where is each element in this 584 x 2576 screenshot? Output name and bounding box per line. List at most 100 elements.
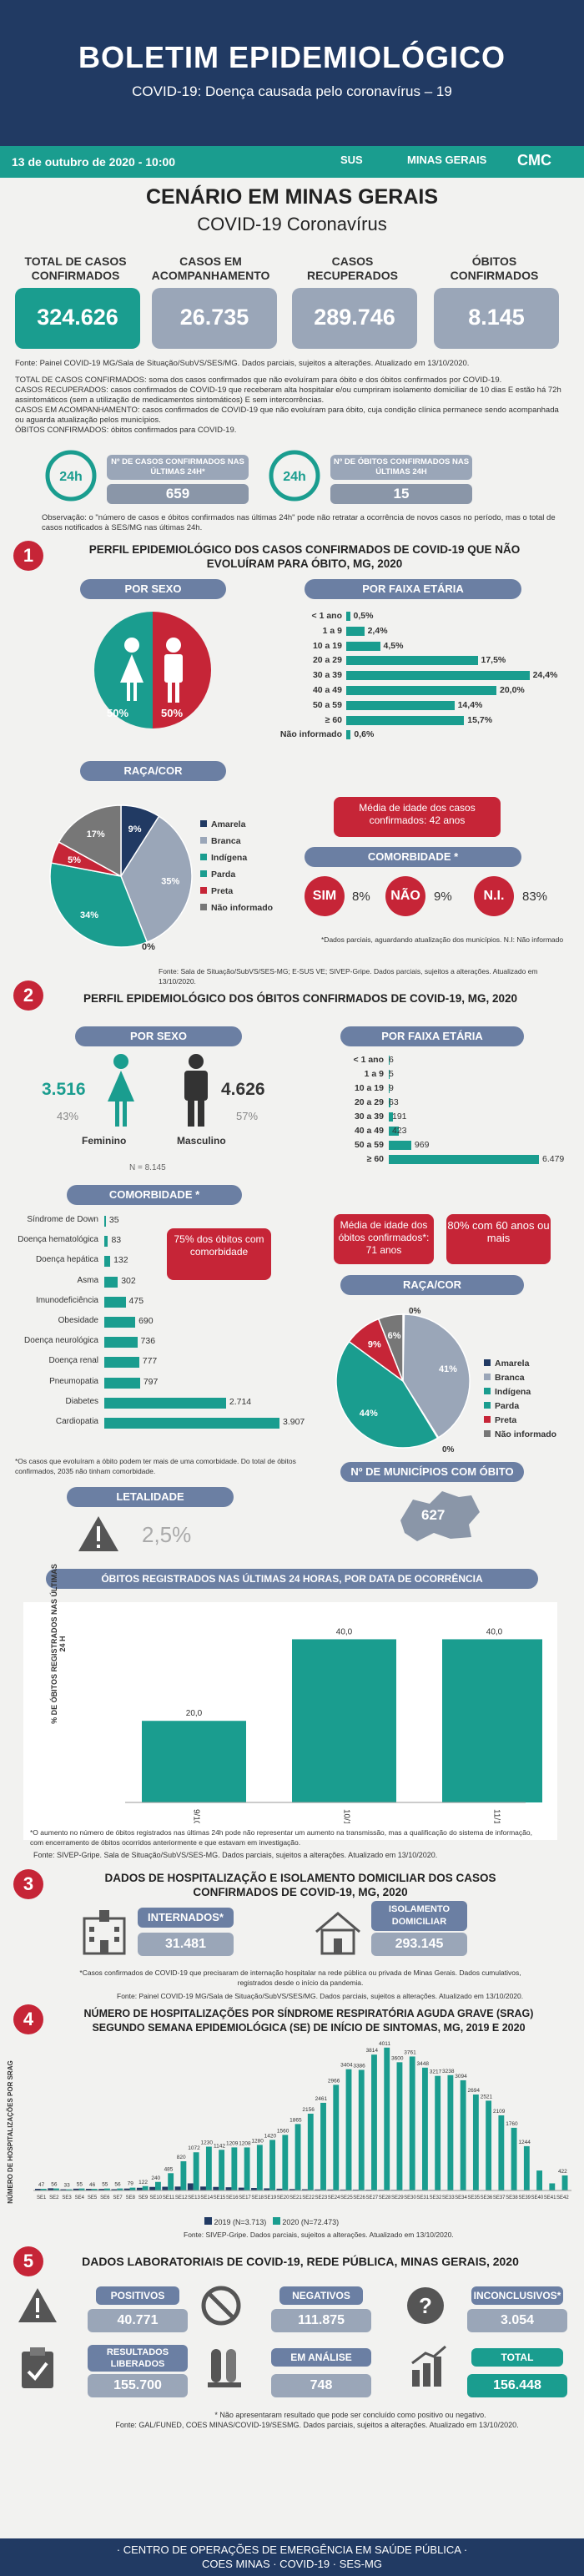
comorb-ni-badge: N.I.	[474, 876, 514, 916]
legend-2019: 2019 (N=3.713)	[214, 2218, 267, 2226]
monitoring-cases-card: 26.735	[152, 288, 277, 349]
age-label: 50 a 59	[354, 1140, 384, 1150]
municipalities-pill: Nº DE MUNICÍPIOS COM ÓBITO	[340, 1462, 524, 1482]
lethality-value: 2,5%	[142, 1522, 192, 1547]
bar-2020	[384, 2047, 390, 2190]
bar-2020	[358, 2069, 365, 2190]
legend-swatch	[200, 904, 207, 910]
bar-value-label: 55	[77, 2182, 83, 2188]
bar-2020	[345, 2069, 352, 2190]
legend-2020: 2020 (N=72.473)	[282, 2218, 340, 2226]
age-value: 4,5%	[383, 640, 404, 651]
age-value: 969	[414, 1140, 430, 1150]
comorbidity-bar	[104, 1296, 126, 1308]
age-bar	[346, 730, 351, 740]
female-deaths-pct: 43%	[57, 1110, 79, 1122]
pie-label: 9%	[128, 824, 142, 834]
isolation-value: 293.145	[371, 1933, 467, 1956]
section-number: 2	[13, 980, 43, 1011]
bar-value-label: 1244	[518, 2140, 531, 2145]
hospitalized-label: INTERNADOS*	[138, 1908, 234, 1928]
comorbidity-value: 132	[113, 1255, 128, 1266]
legend-swatch	[484, 1402, 491, 1409]
bar-2019	[162, 2186, 169, 2190]
pie-slice	[49, 862, 149, 948]
bar-2020	[396, 2062, 403, 2190]
legend-item: Branca	[484, 1373, 525, 1383]
age-value: 0,6%	[354, 729, 375, 740]
sex-pill: POR SEXO	[75, 1026, 242, 1046]
svg-text:24h: 24h	[283, 470, 306, 484]
se-tick: SE40	[531, 2195, 544, 2200]
bar-value-label: 820	[177, 2155, 186, 2160]
comorbidity-value: 2.714	[229, 1396, 252, 1407]
comorbidity-bar	[104, 1276, 118, 1288]
age-label: 10 a 19	[354, 1083, 384, 1093]
bar-value-label: 3814	[366, 2048, 379, 2054]
section-number: 3	[13, 1869, 43, 1899]
median-age-deaths-box: Média de idade dos óbitos confirmados*: …	[334, 1214, 434, 1264]
bar-2020	[333, 2084, 340, 2190]
bar-2020	[561, 2175, 568, 2190]
bar-2020	[117, 2188, 123, 2190]
bar-value-label: 1142	[214, 2143, 225, 2149]
comorbidity-label: Asma	[77, 1275, 98, 1285]
legend-label: Amarela	[495, 1359, 530, 1369]
legend-swatch	[484, 1430, 491, 1437]
bar-value-label: 3386	[353, 2063, 365, 2069]
legend-item: Parda	[484, 1401, 519, 1411]
comorbidity-label: Doença hematológica	[18, 1235, 98, 1245]
comorbidity-value: 302	[121, 1275, 136, 1286]
se-tick: SE12	[175, 2195, 188, 2200]
age-pill: POR FAIXA ETÁRIA	[305, 579, 521, 599]
legend-swatch	[484, 1416, 491, 1423]
comorbidity-bar	[104, 1317, 136, 1328]
scenario-subtitle: COVID-19 Coronavírus	[197, 214, 387, 234]
card-label: ÓBITOS CONFIRMADOS	[450, 255, 539, 282]
se-tick: SE36	[481, 2195, 493, 2200]
legend-item: Preta	[200, 886, 233, 896]
warning-icon	[18, 2288, 57, 2322]
section-title: PERFIL EPIDEMIOLÓGICO DOS ÓBITOS CONFIRM…	[83, 992, 518, 1005]
total-label: TOTAL	[471, 2348, 563, 2367]
bar-2019	[251, 2188, 257, 2190]
bar-2019	[187, 2183, 194, 2190]
bar-2019	[149, 2186, 155, 2190]
comorb-yes-pct: 8%	[352, 890, 370, 904]
definition-note: CASOS EM ACOMPANHAMENTO: casos confirmad…	[15, 406, 559, 425]
section-number: 5	[13, 2246, 43, 2276]
age-bar	[389, 1070, 390, 1079]
bar-2020	[511, 2127, 517, 2190]
section-title: PERFIL EPIDEMIOLÓGICO DOS CASOS CONFIRMA…	[88, 543, 521, 570]
minas-gerais-logo: MINAS GERAIS	[407, 154, 487, 166]
bar-2020	[460, 2079, 466, 2190]
bar-2020	[295, 2124, 301, 2190]
bar-value-label: 56	[51, 2182, 58, 2188]
bar-2020	[282, 2135, 289, 2190]
legend-label: Indígena	[495, 1387, 531, 1397]
bar-2019	[264, 2188, 270, 2190]
definition-note: ÓBITOS CONFIRMADOS: óbitos confirmados p…	[15, 426, 237, 435]
legend-swatch	[200, 820, 207, 827]
legend-swatch	[200, 837, 207, 844]
clipboard-icon	[22, 2347, 53, 2388]
deaths-24h-pill: ÓBITOS REGISTRADOS NAS ÚLTIMAS 24 HORAS,…	[46, 1569, 538, 1589]
se-tick: SE4	[75, 2195, 85, 2200]
question-icon: ?	[407, 2287, 444, 2324]
bar-2019	[136, 2187, 143, 2190]
released-value: 155.700	[88, 2374, 188, 2397]
age-bar	[346, 686, 496, 695]
bar-2019	[123, 2188, 130, 2190]
clock-24h-icon: 24h	[45, 450, 97, 502]
age-label: < 1 ano	[353, 1055, 384, 1065]
cases-24h-value: 659	[107, 484, 249, 504]
se-tick: SE32	[430, 2195, 442, 2200]
age-bar	[389, 1127, 399, 1136]
se-tick: SE29	[391, 2195, 404, 2200]
bar-2019	[85, 2189, 92, 2190]
bar-2020	[371, 2054, 377, 2190]
comorbidity-value: 797	[143, 1376, 159, 1387]
bar-2020	[180, 2161, 187, 2190]
legend-item: Preta	[484, 1415, 516, 1425]
positive-value: 40.771	[88, 2309, 188, 2332]
